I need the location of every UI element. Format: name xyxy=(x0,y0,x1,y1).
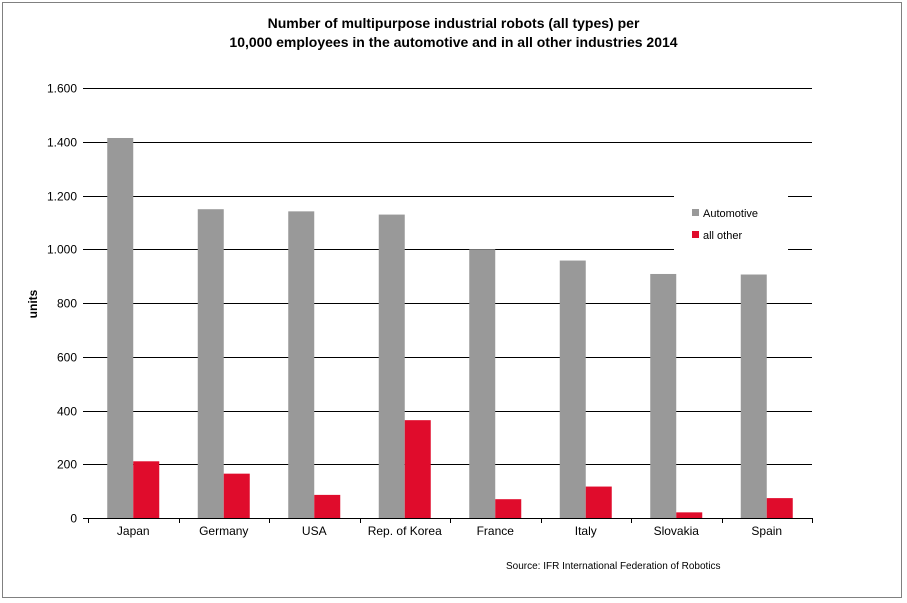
bar-all-other xyxy=(585,486,612,518)
x-tick-label: Germany xyxy=(199,524,248,538)
x-tick-label: Rep. of Korea xyxy=(368,524,442,538)
y-tick-label: 400 xyxy=(57,405,77,419)
legend-swatch xyxy=(692,231,699,238)
legend-box xyxy=(674,196,788,251)
x-tick-label: Italy xyxy=(575,524,597,538)
chart-title-line1: Number of multipurpose industrial robots… xyxy=(267,15,640,31)
bar-automotive xyxy=(378,214,405,519)
bar-all-other xyxy=(495,499,522,518)
bar-all-other xyxy=(766,498,793,518)
bar-all-other xyxy=(404,420,431,518)
y-tick-label: 200 xyxy=(57,458,77,472)
bar-automotive xyxy=(650,273,677,518)
bar-all-other xyxy=(676,512,703,518)
bar-all-other xyxy=(133,461,160,518)
bar-automotive xyxy=(197,209,224,519)
bar-all-other xyxy=(314,494,341,518)
legend-label: Automotive xyxy=(703,208,758,220)
legend: Automotive all other xyxy=(674,196,788,251)
source-note: Source: IFR International Federation of … xyxy=(506,561,721,572)
bar-automotive xyxy=(288,211,315,518)
y-tick-label: 800 xyxy=(57,297,77,311)
chart-title-line2: 10,000 employees in the automotive and i… xyxy=(229,34,678,50)
x-axis-ticks: Japan Germany USA Rep. of Korea France Italy S… xyxy=(117,524,782,538)
bar-automotive xyxy=(469,249,496,518)
bars xyxy=(107,137,793,519)
y-axis-label: units xyxy=(26,289,40,318)
x-tick-label: Slovakia xyxy=(654,524,700,538)
y-tick-label: 1.600 xyxy=(47,82,77,96)
x-tick-label: Spain xyxy=(751,524,782,538)
gridlines xyxy=(83,88,813,523)
bar-automotive xyxy=(107,137,134,519)
y-tick-label: 1.000 xyxy=(47,243,77,257)
bar-all-other xyxy=(223,473,250,518)
x-tick-label: USA xyxy=(302,524,327,538)
y-tick-label: 1.400 xyxy=(47,136,77,150)
bar-automotive xyxy=(740,274,767,518)
y-tick-label: 600 xyxy=(57,351,77,365)
y-tick-label: 0 xyxy=(70,512,77,526)
legend-label: all other xyxy=(703,230,742,242)
x-tick-label: Japan xyxy=(117,524,150,538)
legend-swatch xyxy=(692,209,699,216)
bar-automotive xyxy=(559,260,586,518)
y-axis-ticks: 0 200 400 600 800 1.000 1.200 1.400 1.600 xyxy=(47,82,77,526)
y-tick-label: 1.200 xyxy=(47,190,77,204)
x-tick-label: France xyxy=(477,524,515,538)
